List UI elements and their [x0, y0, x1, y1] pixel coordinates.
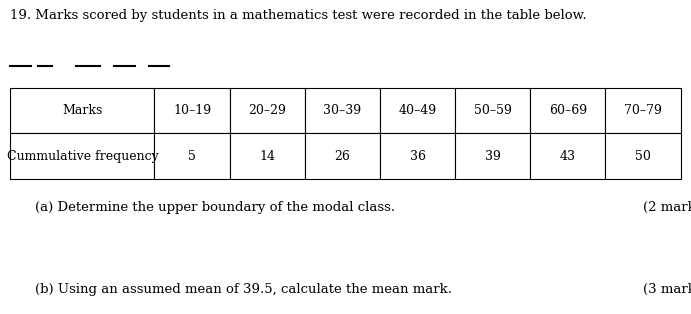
Bar [380, 88, 455, 133]
Bar [605, 133, 681, 179]
Text: 60–69: 60–69 [549, 104, 587, 117]
Text: 5: 5 [188, 150, 196, 163]
Text: Marks: Marks [62, 104, 102, 117]
Text: (a) Determine the upper boundary of the modal class.: (a) Determine the upper boundary of the … [35, 201, 395, 214]
Text: 39: 39 [485, 150, 501, 163]
Text: (b) Using an assumed mean of 39.5, calculate the mean mark.: (b) Using an assumed mean of 39.5, calcu… [35, 283, 451, 295]
Text: 50–59: 50–59 [474, 104, 511, 117]
Bar [229, 133, 305, 179]
Text: 30–39: 30–39 [323, 104, 361, 117]
Bar [10, 133, 155, 179]
Text: 26: 26 [334, 150, 350, 163]
Bar [455, 133, 530, 179]
Text: 40–49: 40–49 [399, 104, 437, 117]
Text: (2 marks): (2 marks) [643, 201, 691, 214]
Bar [455, 88, 530, 133]
Bar [305, 88, 380, 133]
Text: 14: 14 [259, 150, 275, 163]
Text: Cummulative frequency: Cummulative frequency [6, 150, 158, 163]
Text: 19. Marks scored by students in a mathematics test were recorded in the table be: 19. Marks scored by students in a mathem… [10, 9, 587, 22]
Text: 50: 50 [635, 150, 651, 163]
Text: 36: 36 [410, 150, 426, 163]
Text: 70–79: 70–79 [624, 104, 662, 117]
Text: 43: 43 [560, 150, 576, 163]
Bar [10, 88, 155, 133]
Bar [305, 133, 380, 179]
Bar [530, 133, 605, 179]
Text: 10–19: 10–19 [173, 104, 211, 117]
Text: 20–29: 20–29 [248, 104, 286, 117]
Bar [380, 133, 455, 179]
Bar [530, 88, 605, 133]
Bar [155, 133, 229, 179]
Bar [605, 88, 681, 133]
Bar [229, 88, 305, 133]
Bar [155, 88, 229, 133]
Text: (3 marks): (3 marks) [643, 283, 691, 295]
